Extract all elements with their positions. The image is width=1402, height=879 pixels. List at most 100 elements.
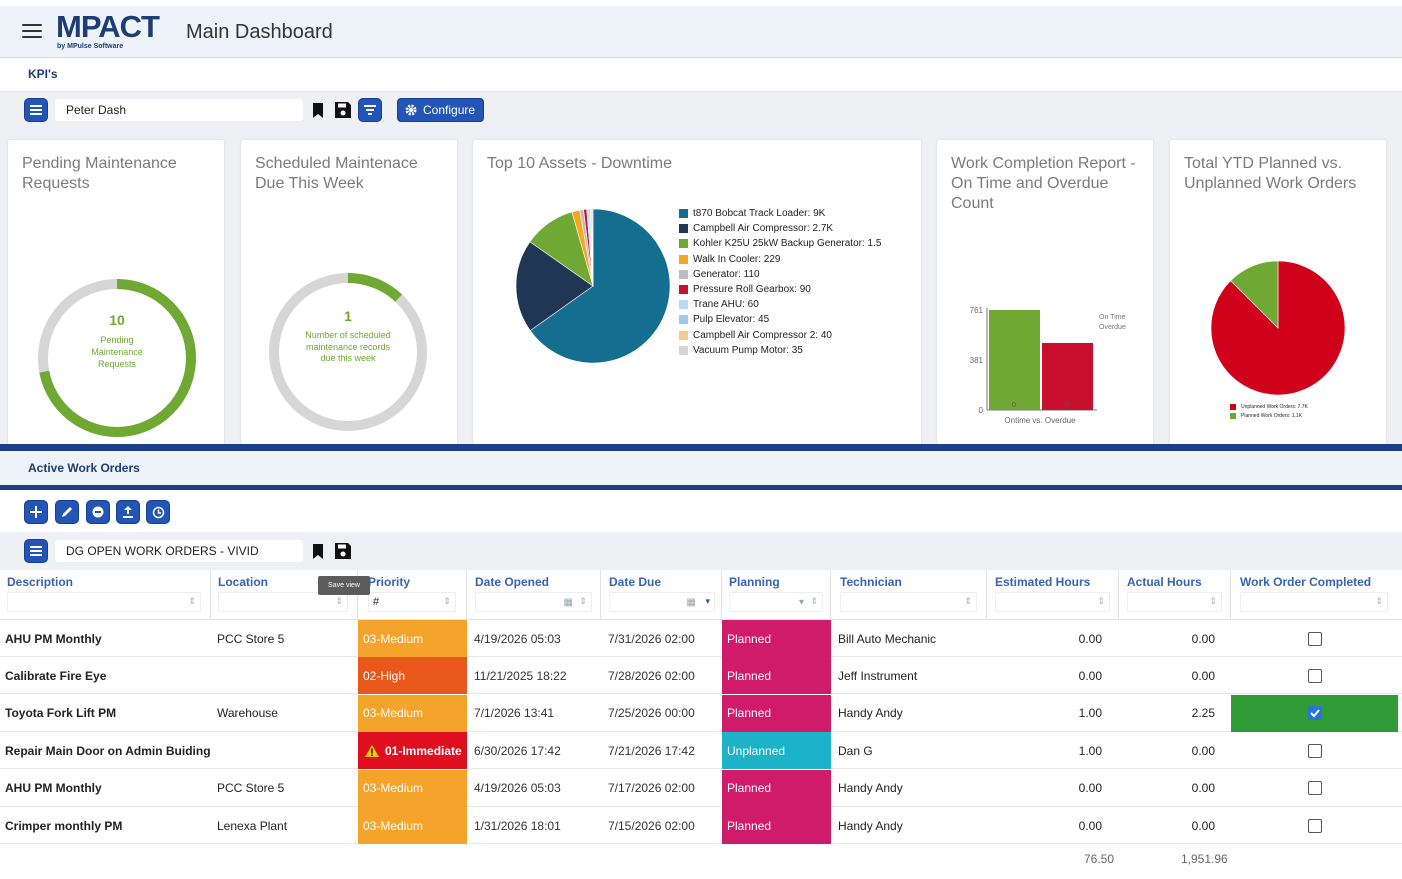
legend-item[interactable]: Kohler K25U 25kW Backup Generator: 1.5 [679,236,881,251]
bookmark-icon[interactable] [309,101,327,119]
completed-cell [1231,807,1398,844]
bar[interactable] [989,310,1040,410]
pie-slice[interactable] [515,241,594,331]
planning-filter-select[interactable]: ▾ ⇕ [729,592,823,612]
kpi-card-ytd-planned-unplanned[interactable]: Total YTD Planned vs. Unplanned Work Ord… [1170,140,1386,444]
technician-cell: Bill Auto Mechanic [838,631,937,646]
actual-hours-filter-input[interactable]: ⇕ [1127,592,1222,612]
bookmark-icon[interactable] [309,542,327,560]
location-filter-input[interactable]: ⇕ [218,592,348,612]
wo-view-name[interactable]: DG OPEN WORK ORDERS - VIVID [55,540,303,562]
kpi-card-work-completion[interactable]: Work Completion Report - On Time and Ove… [937,140,1153,444]
planning-badge: Planned [722,657,831,695]
filter-button[interactable] [358,98,382,122]
completed-checkbox[interactable] [1307,668,1322,683]
save-icon[interactable] [334,101,352,119]
legend-item[interactable]: Vacuum Pump Motor: 35 [679,343,881,358]
description-filter-input[interactable]: ⇕ [7,592,201,612]
table-row[interactable]: Calibrate Fire Eye 02-High 11/21/2025 18:2… [0,657,1402,695]
priority-label: 03-Medium [363,781,424,796]
save-view-icon[interactable] [334,542,352,560]
priority-filter-input[interactable]: # ⇕ [368,592,456,612]
estimated-hours-filter-input[interactable]: ⇕ [995,592,1110,612]
column-header-date-due[interactable]: Date Due ▦ ▾ [601,570,722,620]
legend-item[interactable]: Unplanned Work Orders: 7.7K [1230,402,1308,411]
y-tick-label: 0 [979,406,984,415]
donut-center: 1 Number of scheduled maintenance record… [303,308,393,365]
kpi-card-pending-requests[interactable]: Pending Maintenance Requests 10 Pending … [8,140,224,444]
bar[interactable] [1042,342,1093,410]
legend-item[interactable]: Trane AHU: 60 [679,297,881,312]
wo-view-menu-button[interactable] [24,539,48,563]
estimated-hours-value: 0.00 [1078,818,1102,833]
column-header-completed[interactable]: Work Order Completed ⇕ [1231,570,1402,620]
legend-item[interactable]: Pulp Elevator: 45 [679,312,881,327]
completed-filter-input[interactable]: ⇕ [1240,592,1388,612]
table-row[interactable]: Repair Main Door on Admin Buiding 01-Imme… [0,732,1402,770]
table-row[interactable]: Crimper monthly PM Lenexa Plant 03-Medium 1… [0,807,1402,844]
plus-icon [30,506,42,518]
legend-item[interactable]: Planned Work Orders: 1.1K [1230,411,1308,420]
column-header-date-opened[interactable]: Date Opened ▦ ⇕ [467,570,601,620]
legend-item[interactable]: t870 Bobcat Track Loader: 9K [679,206,881,221]
legend-item[interactable]: Pressure Roll Gearbox: 90 [679,282,881,297]
table-row[interactable]: Toyota Fork Lift PM Warehouse 03-Medium 7/1… [0,694,1402,732]
legend-item[interactable]: Campbell Air Compressor: 2.7K [679,221,881,236]
legend-item[interactable]: Campbell Air Compressor 2: 40 [679,328,881,343]
date-due-filter-input[interactable]: ▦ ▾ [609,592,715,612]
completed-checkbox[interactable] [1307,818,1322,833]
edit-work-order-button[interactable] [55,500,79,524]
completed-checkbox[interactable] [1307,631,1322,646]
add-work-order-button[interactable] [24,500,48,524]
kpi-card-scheduled-maintenance[interactable]: Scheduled Maintenace Due This Week 1 Num… [241,140,457,444]
date-opened-filter-input[interactable]: ▦ ⇕ [475,592,592,612]
completed-checkbox[interactable] [1307,743,1322,758]
technician-cell: Handy Andy [838,818,903,833]
legend-item[interactable]: Walk In Cooler: 229 [679,252,881,267]
priority-filter-value: # [373,596,380,608]
pie-slice[interactable] [591,208,594,287]
column-header-actual-hours[interactable]: Actual Hours ⇕ [1119,570,1231,620]
legend-label: Pressure Roll Gearbox: 90 [693,284,811,296]
ytd-pie-chart [1210,260,1346,396]
kpi-view-name[interactable]: Peter Dash [55,99,303,121]
technician-filter-input[interactable]: ⇕ [840,592,977,612]
legend-label: Generator: 110 [693,268,760,280]
export-button[interactable] [116,500,140,524]
history-button[interactable] [146,500,170,524]
column-header-estimated-hours[interactable]: Estimated Hours ⇕ [987,570,1119,620]
upload-icon [123,506,133,518]
calendar-icon[interactable]: ▦ [563,597,573,608]
table-row[interactable]: AHU PM Monthly PCC Store 5 03-Medium 4/19/2… [0,769,1402,807]
column-header-planning[interactable]: Planning ▾ ⇕ [722,570,831,620]
kpi-view-menu-button[interactable] [24,98,48,122]
legend-item[interactable]: Generator: 110 [679,267,881,282]
legend-swatch [1230,412,1236,419]
remove-work-order-button[interactable] [86,500,110,524]
legend-swatch [679,224,688,234]
table-row[interactable]: AHU PM Monthly PCC Store 5 03-Medium 4/19/2… [0,620,1402,657]
column-header-priority[interactable]: Priority # ⇕ [358,570,467,620]
completed-checkbox[interactable] [1307,706,1322,721]
donut-progress [38,279,196,437]
legend-swatch [1230,403,1236,410]
actual-hours-value: 0.00 [1191,668,1215,683]
column-header-technician[interactable]: Technician ⇕ [831,570,987,620]
logo[interactable]: MPACT by MPulse Software [56,11,166,58]
estimated-hours-value: 0.00 [1078,781,1102,796]
kpi-card-top10-assets[interactable]: Top 10 Assets - Downtime t870 Bobcat Tra… [473,140,921,444]
estimated-hours-value: 0.00 [1078,631,1102,646]
calendar-icon[interactable]: ▦ [686,597,696,608]
completed-checkbox[interactable] [1307,781,1322,796]
pie-slice[interactable] [1230,260,1279,329]
column-header-description[interactable]: Description ⇕ [0,570,211,620]
menu-icon[interactable] [22,24,42,40]
column-header-location[interactable]: Location ⇕ [211,570,358,620]
legend-swatch [679,285,688,295]
pie-slice[interactable] [1210,260,1346,396]
pie-slice[interactable] [529,208,671,364]
configure-button[interactable]: Configure [397,98,484,122]
estimated-hours-value: 0.00 [1078,668,1102,683]
column-label: Planning [729,575,780,589]
completed-cell [1231,732,1398,769]
